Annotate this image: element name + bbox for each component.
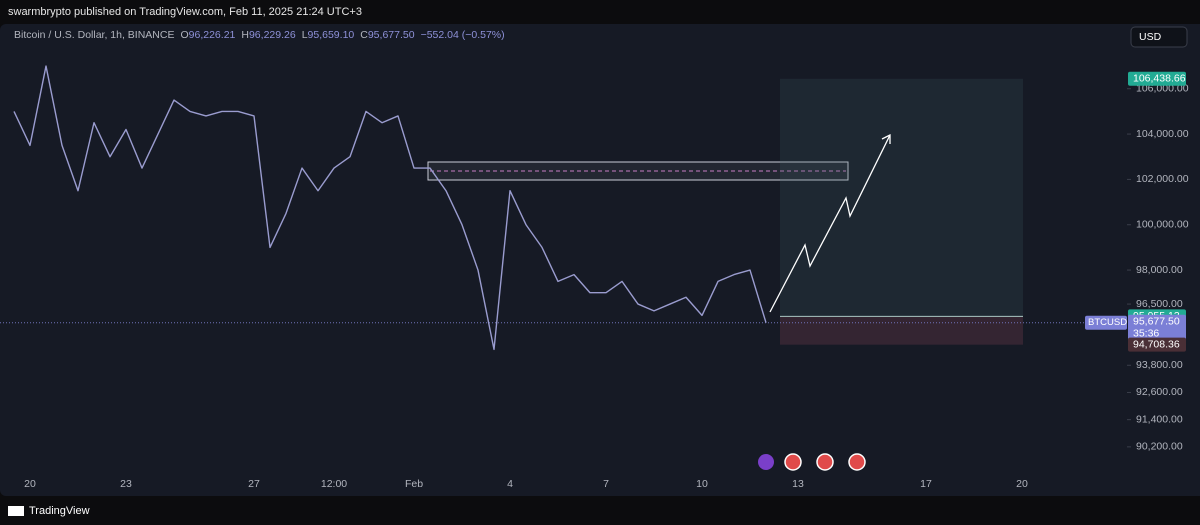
ohlc-label: H [241, 29, 249, 41]
symbol-tag-text: BTCUSD [1088, 317, 1127, 328]
currency-button[interactable] [1130, 26, 1188, 48]
x-tick-label: 4 [507, 478, 513, 490]
position-tool [0, 78, 1127, 345]
x-tick-label: Feb [405, 478, 423, 490]
x-tick-label: 17 [920, 478, 932, 490]
y-tick-label: 100,000.00 [1136, 219, 1189, 231]
price-label-box [1128, 71, 1186, 86]
target-zone [780, 78, 1023, 317]
ohlc-label: L [302, 29, 308, 41]
price-label: 94,708.36 [1133, 338, 1180, 350]
y-tick-label: 102,000.00 [1136, 173, 1189, 185]
ohlc-value: 96,229.26 [249, 29, 296, 41]
event-icon[interactable] [784, 453, 802, 471]
y-tick-label: 90,200.00 [1136, 441, 1183, 453]
y-tick-label: 92,600.00 [1136, 386, 1183, 398]
arrow-head [881, 133, 891, 144]
x-tick-label: 13 [792, 478, 804, 490]
brand: TradingView [29, 505, 90, 517]
y-tick-label: 91,400.00 [1136, 413, 1183, 425]
event-icon[interactable] [816, 453, 834, 471]
price-line [13, 65, 767, 351]
ohlc-value: 96,226.21 [189, 29, 236, 41]
x-tick-label: 20 [24, 478, 36, 490]
y-tick-label: 96,500.00 [1136, 298, 1183, 310]
price-axis [1127, 24, 1200, 496]
countdown: 35:36 [1133, 327, 1159, 339]
plot [13, 65, 767, 351]
projection-arrow [769, 134, 891, 313]
event-icon[interactable] [848, 453, 866, 471]
price-label-box [1128, 314, 1186, 341]
legend-title: Bitcoin / U.S. Dollar, 1h, BINANCE [14, 29, 174, 41]
change: −552.04 (−0.57%) [421, 29, 505, 41]
ohlc-label: O [180, 29, 188, 41]
currency: USD [1139, 31, 1162, 43]
price-label-box [1128, 337, 1186, 352]
x-tick-label: 10 [696, 478, 708, 490]
price-label: 106,438.66 [1133, 73, 1186, 85]
y-tick-label: 104,000.00 [1136, 128, 1189, 140]
chart-panel [0, 24, 1200, 496]
ohlc-label: C [360, 29, 368, 41]
supply-zone [427, 161, 849, 181]
header-text: swarmbrypto published on TradingView.com… [8, 6, 362, 18]
x-tick-label: 23 [120, 478, 132, 490]
legend: Bitcoin / U.S. Dollar, 1h, BINANCE O96,22… [14, 29, 505, 41]
x-tick-label: 20 [1016, 478, 1028, 490]
ohlc-value: 95,659.10 [308, 29, 355, 41]
ohlc-value: 95,677.50 [368, 29, 415, 41]
stop-zone [780, 316, 1023, 345]
brand-logo [8, 506, 24, 516]
price-label: 95,677.50 [1133, 315, 1180, 327]
symbol-tag [1085, 315, 1127, 330]
x-tick-label: 12:00 [321, 478, 347, 490]
event-icon[interactable] [758, 454, 774, 470]
y-tick-label: 98,000.00 [1136, 264, 1183, 276]
y-tick-label: 93,800.00 [1136, 359, 1183, 371]
x-tick-label: 27 [248, 478, 260, 490]
x-tick-label: 7 [603, 478, 609, 490]
